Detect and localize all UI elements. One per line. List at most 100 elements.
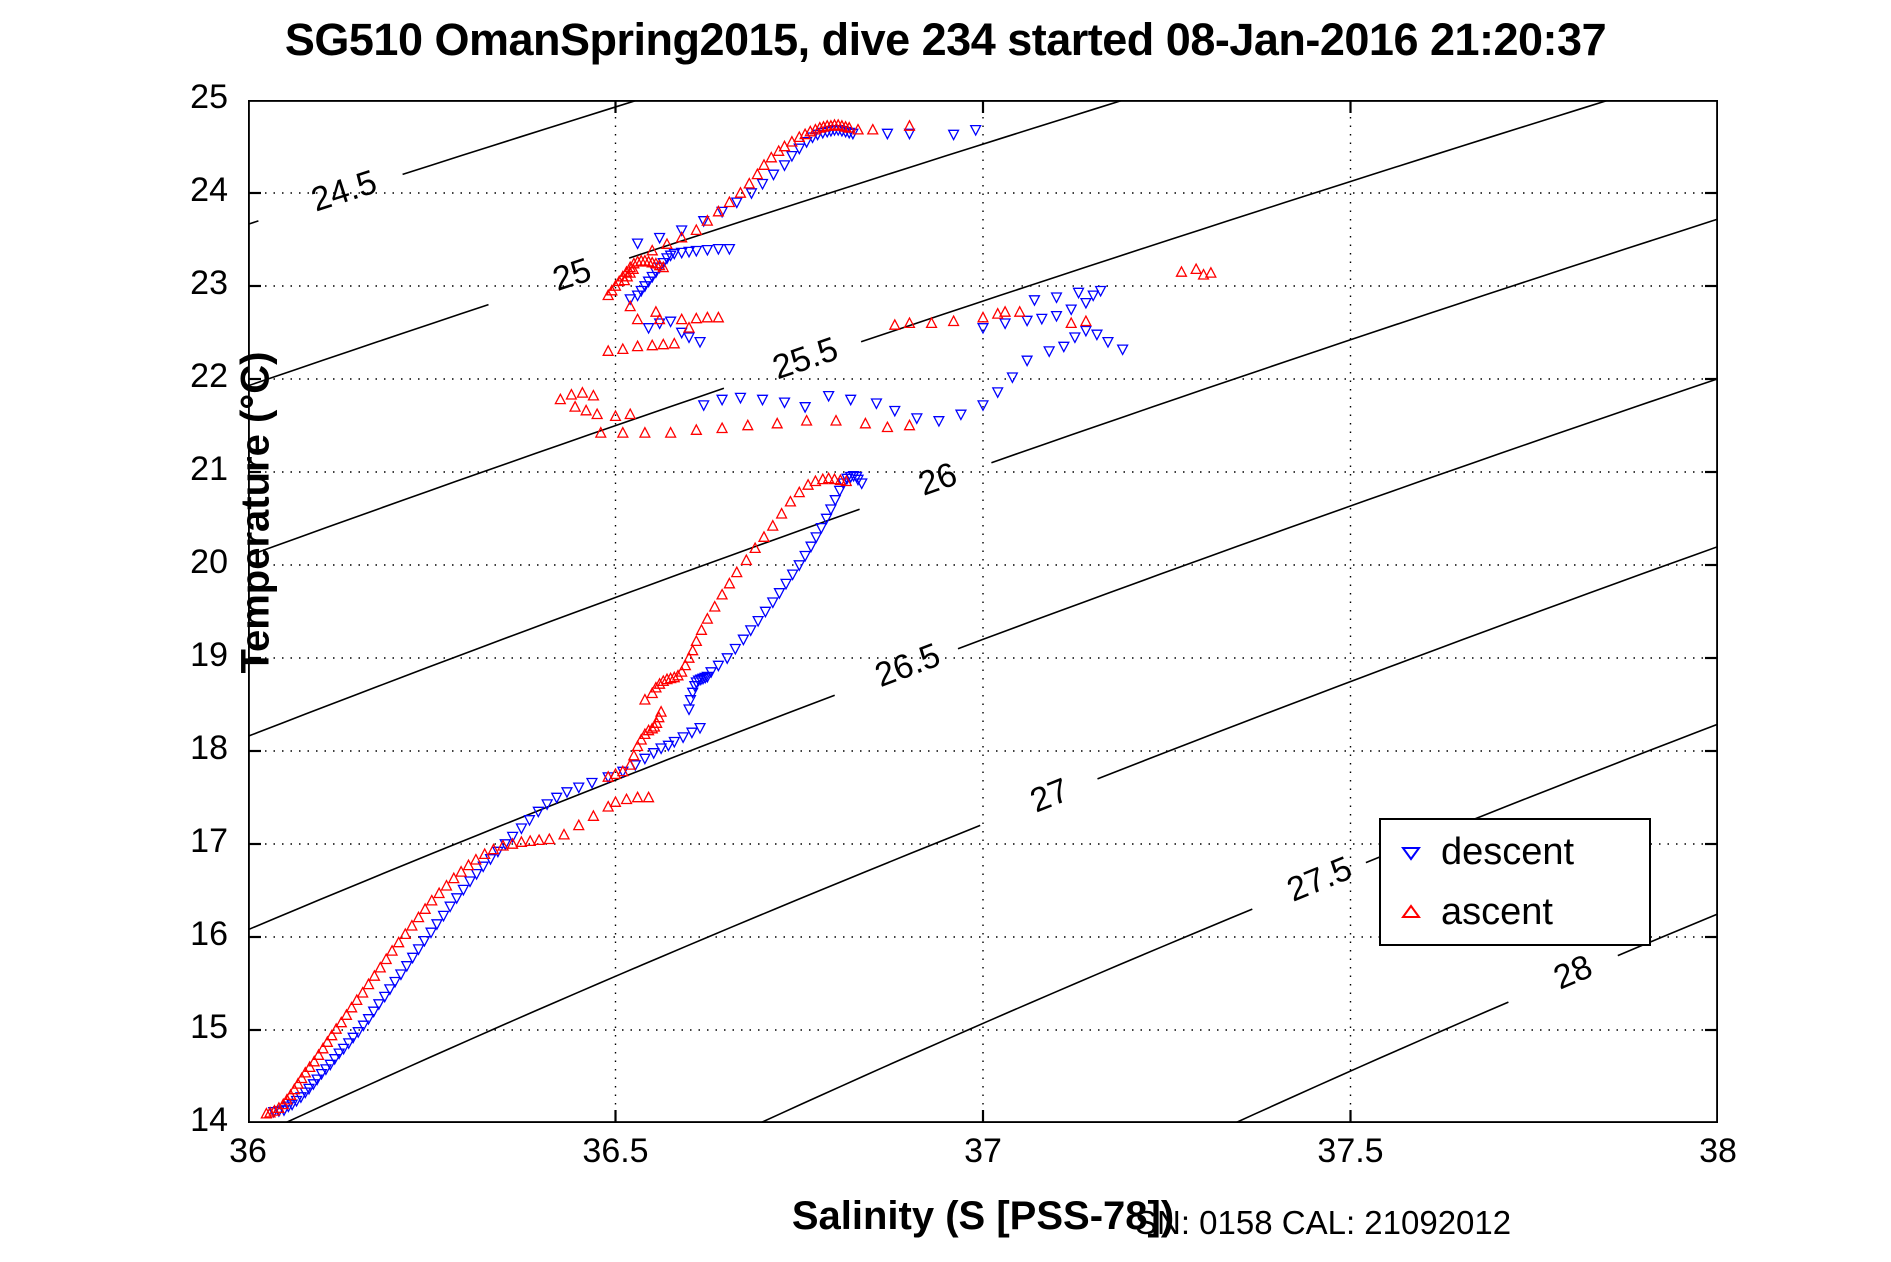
data-point — [609, 795, 622, 807]
data-point — [809, 123, 822, 135]
data-point — [594, 426, 607, 438]
data-point — [515, 835, 528, 847]
data-point — [822, 471, 835, 484]
data-point — [786, 569, 799, 581]
data-point — [312, 1048, 325, 1060]
data-point — [903, 119, 916, 131]
data-point — [642, 323, 655, 335]
data-point — [602, 770, 615, 782]
data-point — [303, 1060, 316, 1073]
data-point — [357, 1020, 370, 1032]
data-point — [1068, 332, 1081, 344]
data-point — [701, 671, 714, 684]
density-contour-line — [248, 508, 860, 738]
data-point — [729, 643, 742, 656]
data-point — [419, 902, 432, 914]
data-point — [1065, 316, 1078, 329]
data-point — [903, 418, 916, 431]
data-point — [299, 1066, 312, 1078]
data-point — [737, 634, 750, 646]
data-point — [837, 478, 850, 490]
triangle-up-icon — [1381, 901, 1441, 923]
data-point — [723, 195, 736, 208]
data-point — [767, 169, 780, 181]
density-contour-line — [1097, 545, 1718, 780]
data-point — [1175, 265, 1188, 277]
data-point — [712, 660, 725, 672]
y-tick-label: 25 — [190, 78, 228, 116]
y-tick-label: 14 — [190, 1101, 228, 1139]
data-point — [1021, 355, 1034, 368]
data-point — [910, 413, 923, 425]
data-point — [653, 312, 666, 325]
data-point — [800, 137, 813, 149]
data-point — [655, 743, 668, 755]
x-tick-label: 37 — [964, 1132, 1002, 1170]
legend-label-ascent: ascent — [1441, 890, 1553, 933]
data-point — [580, 403, 593, 416]
data-point — [947, 314, 960, 327]
data-point — [671, 669, 684, 681]
data-point — [999, 318, 1012, 330]
data-point — [668, 670, 681, 683]
density-contour-label: 26 — [914, 455, 962, 503]
data-point — [491, 846, 504, 858]
data-point — [543, 832, 556, 845]
data-point — [668, 248, 681, 260]
data-point — [662, 740, 675, 752]
data-point — [1072, 287, 1085, 300]
data-point — [412, 910, 425, 923]
data-point — [1204, 266, 1217, 278]
data-point — [311, 1074, 324, 1086]
data-point — [745, 188, 758, 200]
data-point — [425, 894, 438, 906]
data-point — [560, 787, 573, 799]
data-point — [804, 125, 817, 137]
data-point — [418, 935, 431, 948]
data-point — [668, 337, 681, 349]
data-point — [690, 312, 703, 324]
x-axis-label: Salinity (S [PSS-78]) — [791, 1194, 1175, 1238]
data-point — [587, 389, 600, 401]
data-point — [642, 790, 655, 803]
data-point — [576, 386, 589, 398]
data-point — [752, 615, 765, 628]
data-point — [362, 1014, 375, 1026]
data-point — [288, 1082, 301, 1095]
data-point — [624, 407, 637, 420]
data-point — [541, 799, 554, 811]
data-point — [925, 316, 938, 329]
data-point — [705, 667, 718, 679]
data-point — [646, 256, 659, 268]
data-point — [405, 919, 418, 931]
data-point — [690, 677, 703, 689]
data-point — [1035, 313, 1048, 326]
data-point — [855, 478, 868, 490]
data-point — [660, 672, 673, 685]
data-point — [773, 588, 786, 600]
density-contour-label: 25 — [548, 251, 596, 299]
density-contour-line — [1617, 913, 1718, 957]
data-point — [903, 128, 916, 141]
data-point — [785, 150, 798, 163]
data-point — [690, 245, 703, 258]
data-point — [440, 879, 453, 891]
density-contour-label: 28 — [1548, 947, 1598, 997]
data-point — [1197, 268, 1210, 280]
data-point — [462, 858, 475, 871]
data-point — [712, 204, 725, 217]
data-point — [653, 232, 666, 245]
data-point — [664, 671, 677, 684]
data-point — [870, 398, 883, 410]
y-tick-label: 24 — [190, 171, 228, 209]
data-point — [499, 839, 512, 851]
data-point — [642, 255, 655, 267]
y-tick-label: 17 — [190, 822, 228, 860]
data-point — [380, 952, 393, 965]
data-point — [685, 727, 698, 739]
data-point — [684, 695, 697, 707]
density-contour-label: 27 — [1025, 771, 1074, 820]
data-point — [616, 426, 629, 438]
data-point — [646, 686, 659, 699]
data-point — [977, 310, 989, 323]
